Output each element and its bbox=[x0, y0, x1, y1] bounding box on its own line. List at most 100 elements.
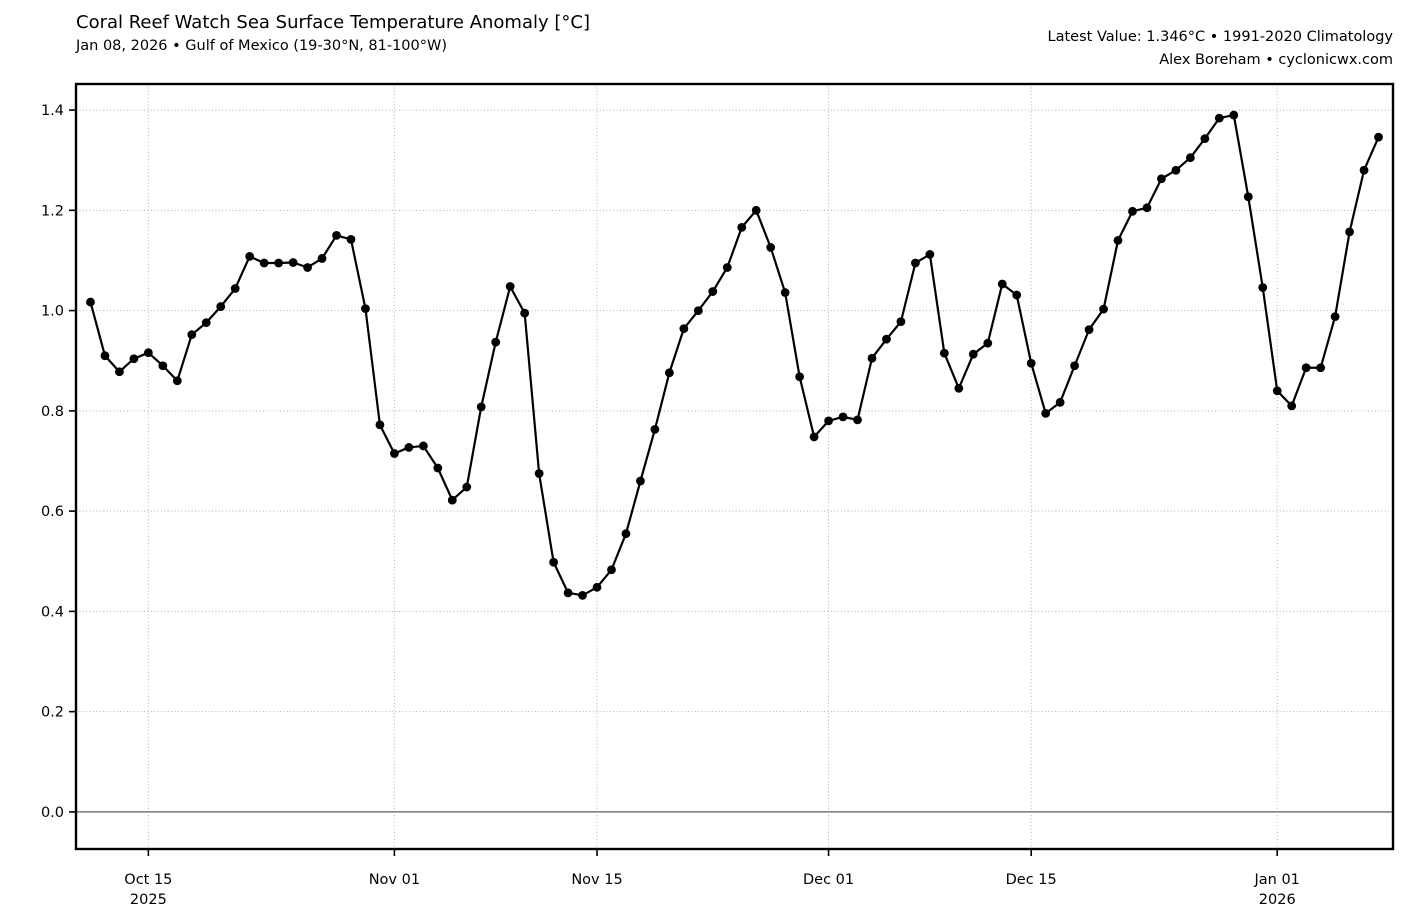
data-point bbox=[1330, 312, 1340, 322]
x-tick-label: Jan 01 bbox=[1254, 872, 1300, 888]
data-point bbox=[563, 588, 573, 598]
data-point bbox=[954, 383, 964, 393]
data-point bbox=[1026, 358, 1036, 368]
x-tick-label: Dec 01 bbox=[803, 872, 854, 888]
data-point bbox=[1012, 290, 1022, 300]
data-point bbox=[86, 297, 95, 307]
data-point bbox=[129, 354, 139, 364]
data-point bbox=[968, 349, 978, 359]
x-tick-label: Nov 01 bbox=[369, 872, 420, 888]
data-point bbox=[997, 279, 1007, 289]
data-point bbox=[1171, 165, 1181, 175]
data-points bbox=[86, 110, 1383, 600]
x-axis: Oct 15 2025 Nov 01 Nov 15 Dec 01 Dec 15 Jan 01… bbox=[124, 849, 1300, 908]
y-tick-label: 1.4 bbox=[41, 103, 64, 119]
data-point bbox=[939, 348, 949, 358]
x-tick-year-label: 2025 bbox=[130, 892, 167, 908]
data-point bbox=[230, 284, 240, 293]
data-point bbox=[1157, 174, 1166, 184]
data-point bbox=[476, 402, 486, 412]
data-point bbox=[317, 254, 327, 263]
data-point bbox=[621, 529, 631, 539]
data-point bbox=[447, 495, 457, 505]
data-point bbox=[332, 231, 341, 240]
data-point bbox=[1055, 397, 1065, 407]
data-point bbox=[824, 416, 833, 426]
data-point bbox=[1041, 408, 1051, 418]
data-point bbox=[201, 318, 211, 328]
data-point bbox=[679, 324, 689, 334]
title-block: Coral Reef Watch Sea Surface Temperature… bbox=[76, 12, 590, 55]
data-point bbox=[737, 222, 747, 232]
data-point bbox=[549, 557, 558, 567]
x-tick-label: Oct 15 bbox=[124, 872, 172, 888]
data-point bbox=[896, 317, 906, 327]
data-point bbox=[983, 338, 993, 348]
data-point bbox=[375, 420, 385, 430]
y-tick-label: 0.4 bbox=[41, 604, 64, 620]
y-axis: 0.0 0.2 0.4 0.6 0.8 1.0 1.2 1.4 bbox=[41, 103, 76, 821]
data-point bbox=[1200, 134, 1210, 144]
x-tick-year-label: 2026 bbox=[1259, 892, 1296, 908]
series-line bbox=[89, 113, 1380, 597]
data-point bbox=[303, 263, 312, 272]
data-point bbox=[693, 306, 703, 315]
data-point bbox=[578, 590, 587, 600]
data-point bbox=[925, 250, 935, 259]
y-tick-label: 0.0 bbox=[41, 805, 64, 821]
data-point bbox=[1287, 401, 1297, 411]
data-point bbox=[418, 441, 428, 451]
y-tick-label: 0.6 bbox=[41, 504, 64, 520]
data-point bbox=[505, 282, 515, 291]
x-tick-label: Nov 15 bbox=[571, 872, 622, 888]
data-point bbox=[882, 334, 891, 344]
gridlines bbox=[76, 84, 1393, 849]
data-point bbox=[1272, 386, 1282, 396]
data-point bbox=[911, 258, 920, 268]
data-point bbox=[809, 432, 819, 442]
data-point bbox=[1374, 132, 1383, 142]
data-point bbox=[1084, 325, 1094, 335]
data-point bbox=[216, 302, 226, 311]
data-point bbox=[636, 476, 645, 486]
chart-subtitle: Jan 08, 2026 • Gulf of Mexico (19-30°N, … bbox=[76, 38, 448, 54]
data-point bbox=[607, 565, 616, 575]
data-point bbox=[491, 337, 501, 347]
data-point bbox=[115, 367, 124, 377]
y-tick-label: 1.0 bbox=[41, 304, 64, 320]
data-point bbox=[404, 443, 414, 452]
data-point bbox=[158, 361, 168, 371]
y-tick-label: 0.8 bbox=[41, 404, 64, 420]
data-point bbox=[462, 482, 472, 492]
data-point bbox=[1243, 192, 1253, 202]
data-point bbox=[867, 353, 877, 363]
data-point bbox=[650, 425, 660, 434]
chart-title: Coral Reef Watch Sea Surface Temperature… bbox=[76, 12, 590, 33]
data-point bbox=[346, 235, 356, 244]
data-point bbox=[1070, 361, 1079, 371]
data-point bbox=[795, 372, 805, 382]
data-point bbox=[1214, 113, 1224, 123]
data-point bbox=[1229, 110, 1239, 120]
data-point bbox=[1345, 227, 1354, 237]
data-point bbox=[853, 415, 862, 425]
data-point bbox=[766, 243, 776, 252]
data-point bbox=[708, 287, 718, 296]
data-point bbox=[172, 376, 182, 386]
data-point bbox=[100, 351, 110, 361]
data-point bbox=[288, 258, 298, 267]
y-tick-label: 0.2 bbox=[41, 705, 64, 721]
data-point bbox=[143, 348, 153, 358]
credit-text: Alex Boreham • cyclonicwx.com bbox=[1159, 52, 1393, 68]
data-point bbox=[520, 308, 530, 318]
annotation-block: Latest Value: 1.346°C • 1991-2020 Climat… bbox=[1048, 26, 1393, 72]
data-point bbox=[1359, 165, 1369, 175]
data-point bbox=[592, 582, 602, 592]
data-point bbox=[722, 263, 732, 272]
data-point bbox=[1142, 203, 1152, 213]
y-tick-label: 1.2 bbox=[41, 203, 64, 219]
data-point bbox=[664, 368, 674, 378]
data-point bbox=[1316, 363, 1326, 373]
